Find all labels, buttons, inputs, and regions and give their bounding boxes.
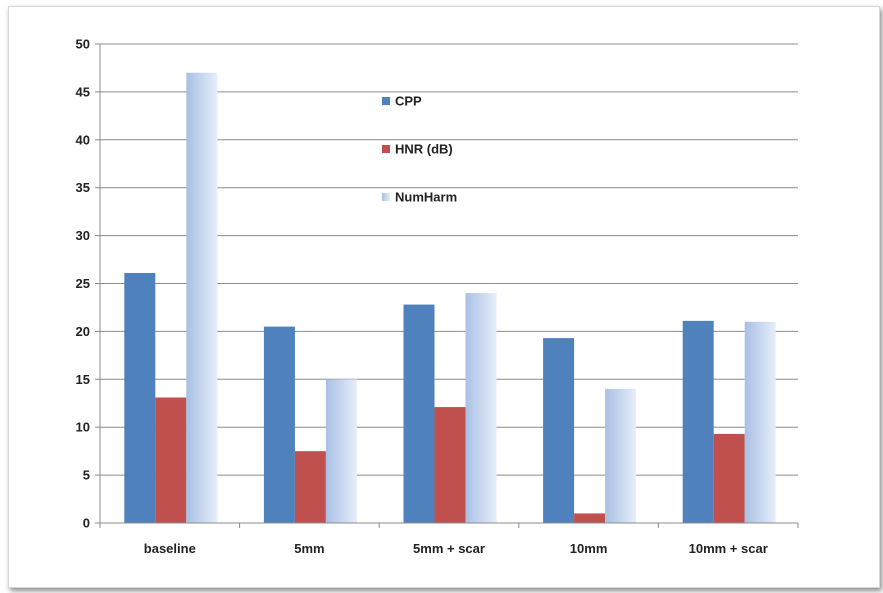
bar-hnr-db-3 [574, 513, 606, 523]
bar-numharm-1 [325, 379, 357, 523]
bar-hnr-db-1 [294, 451, 326, 523]
bar-cpp-1 [263, 326, 295, 523]
bar-hnr-db-4 [713, 433, 745, 523]
bar-cpp-2 [403, 304, 435, 523]
bar-cpp-4 [682, 320, 714, 523]
x-tick-label-2: 5mm + scar [413, 541, 485, 556]
bar-numharm-2 [465, 293, 497, 523]
legend-swatch-hnr-db [382, 145, 390, 153]
bar-cpp-3 [543, 338, 575, 523]
bar-numharm-4 [744, 321, 776, 523]
bar-numharm-3 [605, 388, 637, 523]
y-tick-label-50: 50 [76, 37, 90, 52]
legend: CPP HNR (dB) NumHarm [382, 94, 457, 205]
legend-swatch-numharm [382, 193, 390, 201]
y-tick-label-20: 20 [76, 324, 90, 339]
y-tick-label-0: 0 [83, 516, 90, 531]
y-tick-label-45: 45 [76, 84, 90, 99]
x-tick-label-3: 10mm [570, 541, 608, 556]
x-tick-label-4: 10mm + scar [689, 541, 768, 556]
bars [124, 72, 776, 524]
bar-hnr-db-0 [155, 397, 187, 523]
y-tick-label-15: 15 [76, 372, 90, 387]
axes: 0 5 10 15 20 25 30 35 40 45 50 baseline 5mm 5mm + sca… [76, 37, 799, 556]
x-tick-label-1: 5mm [294, 541, 324, 556]
bar-hnr-db-2 [434, 407, 466, 523]
y-tick-label-40: 40 [76, 132, 90, 147]
y-tick-label-30: 30 [76, 228, 90, 243]
legend-label-cpp: CPP [395, 94, 422, 109]
x-tick-label-0: baseline [144, 541, 196, 556]
y-tick-label-25: 25 [76, 276, 90, 291]
y-tick-label-10: 10 [76, 420, 90, 435]
bar-numharm-0 [186, 72, 218, 524]
legend-label-hnr-db: HNR (dB) [395, 142, 453, 157]
legend-swatch-cpp [382, 97, 390, 105]
y-tick-label-5: 5 [83, 468, 90, 483]
legend-label-numharm: NumHarm [395, 190, 457, 205]
y-tick-label-35: 35 [76, 180, 90, 195]
bar-cpp-0 [124, 272, 156, 523]
